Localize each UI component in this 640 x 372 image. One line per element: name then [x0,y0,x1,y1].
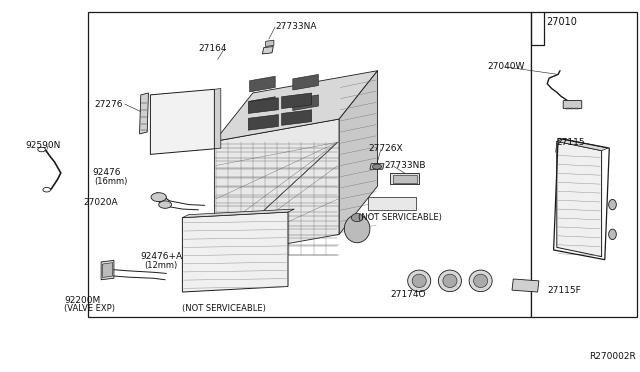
Ellipse shape [412,274,426,288]
Text: 27115F: 27115F [548,286,582,295]
Text: 27020A: 27020A [83,198,118,207]
Polygon shape [262,46,273,54]
Ellipse shape [609,199,616,210]
Polygon shape [531,12,637,317]
Text: 92476+A: 92476+A [141,252,183,261]
Polygon shape [266,40,274,46]
Polygon shape [339,71,378,234]
Text: (16mm): (16mm) [95,177,128,186]
Polygon shape [282,110,312,125]
Polygon shape [182,212,288,292]
Polygon shape [214,89,221,149]
Polygon shape [370,164,384,169]
Text: 27164: 27164 [198,44,227,53]
Text: 27733NB: 27733NB [384,161,426,170]
Text: 27040W: 27040W [488,62,525,71]
Ellipse shape [438,270,461,292]
Ellipse shape [474,274,488,288]
Ellipse shape [408,270,431,292]
Text: 92590N: 92590N [26,141,61,150]
Bar [570,108,573,109]
Polygon shape [101,260,114,280]
Polygon shape [150,89,214,154]
Ellipse shape [344,215,370,243]
Ellipse shape [469,270,492,292]
Polygon shape [140,93,148,134]
Polygon shape [256,250,285,262]
Ellipse shape [351,214,363,222]
Polygon shape [214,71,378,141]
Circle shape [151,193,166,202]
Text: 27174O: 27174O [390,290,426,299]
Bar [575,108,578,109]
Text: (NOT SERVICEABLE): (NOT SERVICEABLE) [358,213,442,222]
Text: 27726X: 27726X [368,144,403,153]
Polygon shape [248,115,278,130]
Polygon shape [557,141,602,257]
Polygon shape [227,254,253,266]
Text: 92200M: 92200M [64,296,100,305]
Polygon shape [282,93,312,109]
Polygon shape [293,95,319,110]
Text: 27276: 27276 [95,100,124,109]
Text: (NOT SERVICEABLE): (NOT SERVICEABLE) [182,304,266,313]
Polygon shape [368,197,416,210]
Circle shape [38,147,45,152]
Ellipse shape [609,229,616,240]
Bar [566,108,569,109]
Text: 27010: 27010 [547,17,577,27]
Circle shape [372,164,381,169]
Text: 92476: 92476 [93,169,122,177]
FancyBboxPatch shape [563,100,582,109]
Polygon shape [557,139,608,151]
Text: (12mm): (12mm) [144,261,177,270]
Polygon shape [182,209,294,218]
Text: R270002R: R270002R [589,352,636,361]
Polygon shape [250,76,275,92]
Text: (VALVE EXP): (VALVE EXP) [64,304,115,313]
Text: 27115: 27115 [557,138,586,147]
Circle shape [43,187,51,192]
Bar [393,175,417,183]
Polygon shape [390,173,419,184]
Bar [88,12,531,317]
Polygon shape [512,279,539,292]
Circle shape [159,201,172,208]
Polygon shape [102,263,113,278]
Polygon shape [293,74,319,90]
Text: 27733NA: 27733NA [275,22,317,31]
Polygon shape [214,119,339,257]
Polygon shape [250,97,275,112]
Polygon shape [248,98,278,113]
Ellipse shape [443,274,457,288]
